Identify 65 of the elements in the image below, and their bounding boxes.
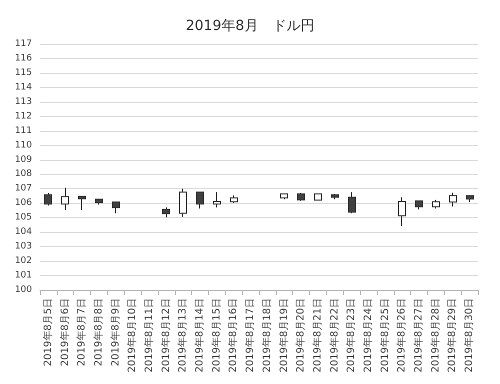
y-tick-label: 104 (14, 227, 32, 238)
x-tick-label: 2019年8月5日 (42, 298, 54, 366)
y-tick-label: 100 (14, 285, 32, 295)
y-tick-label: 110 (14, 140, 32, 150)
x-tick-label: 2019年8月23日 (345, 298, 358, 373)
x-tick-label: 2019年8月24日 (362, 298, 374, 373)
candlestick (331, 193, 339, 200)
x-tick-label: 2019年8月22日 (328, 298, 340, 373)
x-tick-label: 2019年8月26日 (396, 298, 408, 373)
candlestick (348, 192, 356, 214)
y-tick-label: 113 (14, 96, 32, 107)
candlestick (280, 192, 288, 200)
candlestick (61, 187, 69, 210)
x-tick-label: 2019年8月20日 (294, 298, 307, 373)
x-tick-label: 2019年8月16日 (227, 298, 240, 373)
candlestick (415, 200, 423, 210)
x-tick-label: 2019年8月15日 (210, 298, 222, 373)
x-tick-label: 2019年8月11日 (143, 298, 155, 373)
candlestick (179, 188, 187, 218)
candlestick (162, 206, 170, 218)
x-tick-label: 2019年8月19日 (278, 298, 290, 373)
y-tick-label: 108 (14, 169, 32, 180)
y-tick-label: 115 (14, 68, 32, 78)
x-tick-label: 2019年8月28日 (429, 298, 442, 373)
x-tick-label: 2019年8月25日 (378, 298, 391, 373)
candlestick (95, 198, 103, 206)
candlestick (432, 199, 440, 210)
candlestick (44, 192, 52, 206)
x-tick-label: 2019年8月29日 (446, 298, 458, 373)
y-tick-label: 117 (14, 39, 32, 49)
y-tick-label: 116 (14, 53, 32, 64)
y-tick-label: 102 (14, 256, 32, 266)
x-tick-label: 2019年8月18日 (260, 298, 273, 373)
candlestick (213, 192, 221, 208)
y-tick-label: 105 (14, 212, 32, 223)
x-tick-label: 2019年8月10日 (126, 298, 138, 373)
candlestick (398, 196, 406, 226)
candlestick (230, 194, 238, 204)
y-tick-label: 112 (14, 111, 32, 122)
x-tick-label: 2019年8月9日 (109, 298, 122, 366)
x-tick-label: 2019年8月13日 (176, 298, 189, 373)
candlestick (449, 192, 457, 208)
y-tick-label: 106 (14, 198, 32, 208)
x-tick-label: 2019年8月30日 (463, 298, 476, 373)
chart-title: 2019年8月 ドル円 (186, 18, 314, 34)
x-tick-label: 2019年8月7日 (76, 298, 88, 366)
y-tick-label: 101 (14, 270, 32, 281)
y-tick-label: 114 (14, 82, 32, 92)
candlestick (112, 200, 120, 214)
y-tick-label: 109 (14, 154, 32, 165)
x-tick-label: 2019年8月21日 (311, 298, 324, 373)
y-tick-label: 107 (14, 184, 32, 194)
x-tick-label: 2019年8月17日 (244, 298, 256, 373)
x-tick-label: 2019年8月14日 (194, 298, 206, 373)
x-tick-label: 2019年8月6日 (58, 298, 71, 366)
candlestick (297, 192, 305, 202)
x-tick-label: 2019年8月27日 (412, 298, 425, 373)
candlestick (314, 193, 322, 201)
candlestick (466, 194, 474, 203)
y-tick-label: 111 (14, 126, 32, 136)
x-tick-label: 2019年8月8日 (92, 298, 104, 366)
candlestick (78, 196, 86, 210)
candlestick (196, 192, 204, 210)
x-tick-label: 2019年8月12日 (160, 298, 172, 373)
y-tick-label: 103 (14, 242, 32, 252)
